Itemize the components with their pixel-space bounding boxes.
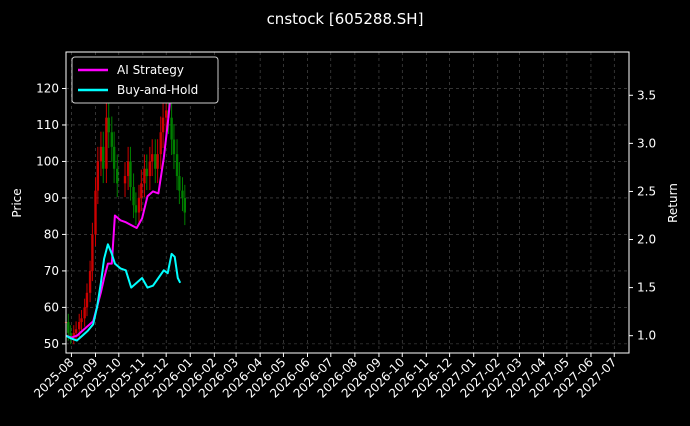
candle-body (85, 292, 89, 308)
candle-body (123, 176, 127, 184)
y-tick-label-right: 2.5 (637, 184, 656, 198)
series-line-buy-and-hold (65, 243, 182, 342)
y-tick-label-left: 120 (36, 81, 59, 95)
legend-label-buy-and-hold: Buy-and-Hold (117, 83, 198, 97)
candle-body (96, 161, 100, 191)
y-tick-label-left: 50 (44, 337, 59, 351)
candle-body (156, 154, 159, 169)
candle-body (148, 161, 152, 177)
candle-body (145, 168, 148, 177)
candle-body (99, 146, 103, 162)
candle-body (137, 197, 141, 213)
candle-body (178, 176, 181, 191)
candle-body (107, 117, 110, 133)
candle-body (80, 318, 83, 322)
candle-body (88, 270, 92, 293)
candle-body (161, 117, 165, 133)
left-y-axis: 50 60 70 80 90 100 110 120 (36, 81, 66, 351)
y-tick-label-left: 110 (36, 118, 59, 132)
candle-body (140, 183, 143, 198)
y-axis-label-right: Return (666, 183, 680, 223)
candle-body (67, 321, 70, 333)
candle-body (134, 205, 138, 213)
y-tick-label-left: 80 (44, 227, 59, 241)
candle-body (74, 329, 78, 333)
candle-body (143, 168, 146, 184)
chart-title: cnstock [605288.SH] (267, 10, 424, 28)
candle-body (181, 190, 184, 198)
series-line-ai-strategy (65, 60, 182, 339)
candle-body (159, 132, 162, 155)
candle-body (132, 186, 135, 206)
candle-body (172, 139, 176, 155)
candle-body (72, 332, 75, 337)
candle-body (110, 132, 114, 147)
candle-body (164, 110, 168, 118)
candle-body (102, 146, 105, 169)
candle-body (112, 146, 116, 169)
candle-body (154, 154, 157, 169)
legend-label-ai-strategy: AI Strategy (117, 63, 184, 77)
legend-box (71, 56, 219, 104)
candle-body (183, 197, 187, 213)
y-tick-label-right: 1.0 (637, 329, 656, 343)
candle-body (175, 154, 179, 177)
right-y-axis: 1.0 1.5 2.0 2.5 3.0 3.5 (629, 88, 656, 343)
y-axis-label-left: Price (10, 188, 24, 217)
candle-body (69, 332, 72, 337)
legend: AI Strategy Buy-and-Hold (71, 56, 219, 104)
candle-body (83, 307, 86, 319)
y-tick-label-right: 3.5 (637, 88, 656, 102)
candle-body (94, 190, 97, 235)
plot-frame (65, 51, 630, 354)
candle-body (129, 161, 132, 187)
y-tick-label-right: 1.5 (637, 281, 656, 295)
candle-body (126, 161, 130, 177)
y-tick-label-left: 100 (36, 154, 59, 168)
candle-body (150, 154, 154, 162)
y-tick-label-right: 2.0 (637, 233, 656, 247)
y-tick-label-left: 90 (44, 191, 59, 205)
candle-body (91, 234, 94, 271)
candle-body (105, 117, 108, 169)
y-tick-label-right: 3.0 (637, 136, 656, 150)
y-tick-label-left: 60 (44, 300, 59, 314)
candle-body (170, 117, 173, 140)
candle-body (78, 321, 81, 330)
strategy-lines (65, 60, 182, 342)
y-tick-label-left: 70 (44, 264, 59, 278)
candle-body (116, 168, 119, 184)
